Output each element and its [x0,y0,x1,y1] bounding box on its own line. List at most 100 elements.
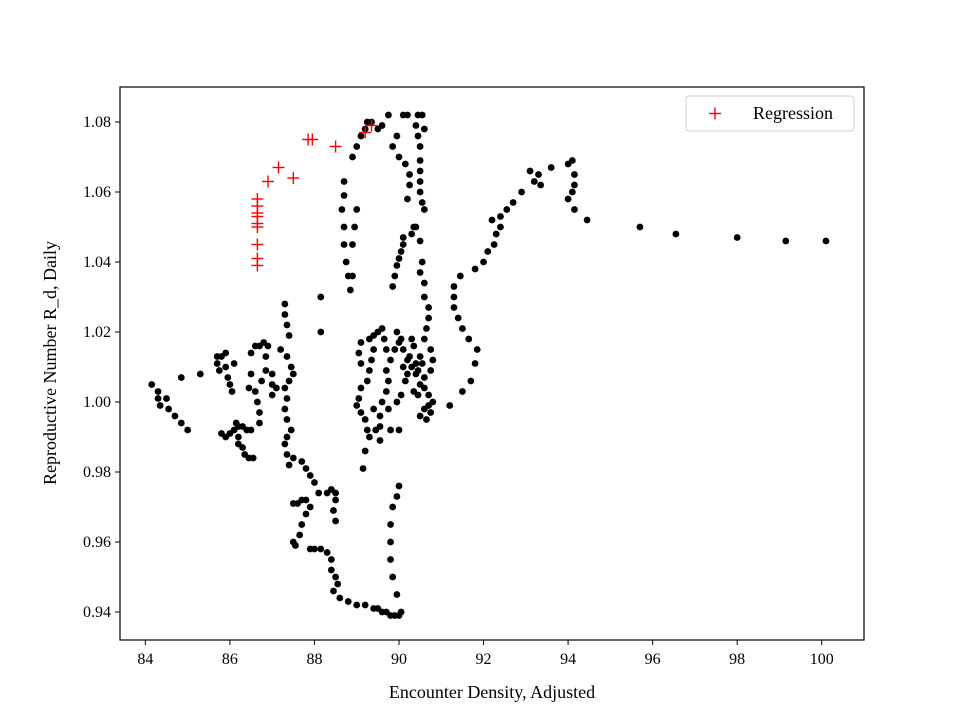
data-point [393,328,401,336]
data-point [256,419,263,427]
y-tick-label: 1.04 [83,254,111,271]
data-point [349,153,356,161]
x-axis: 84 86 88 90 92 94 96 98 100 [137,640,834,668]
legend-entry-regression: Regression [753,103,833,123]
data-point [234,433,242,441]
data-point [327,566,335,574]
data-point [420,206,428,213]
regression-point [251,252,264,265]
data-point [412,360,420,367]
data-point [332,517,339,525]
data-point [332,489,339,497]
data-point [196,370,204,378]
data-point [387,521,394,528]
data-point [459,325,466,332]
data-point [782,237,790,245]
data-point [418,199,426,206]
data-point [547,164,555,171]
data-point [571,181,578,189]
data-point [382,346,390,353]
data-point [399,234,407,241]
data-point [571,171,578,178]
data-point [382,367,390,374]
data-point [389,573,397,581]
legend: Regression [685,95,855,132]
data-point [163,395,170,402]
black-series [148,111,830,619]
data-point [822,237,830,245]
data-point [287,363,295,371]
data-point [376,412,384,420]
data-point [459,388,466,395]
data-point [393,493,401,500]
data-point [636,223,644,231]
data-point [427,367,435,374]
y-tick-label: 1.06 [83,184,111,201]
data-point [385,377,392,385]
data-point [184,426,192,434]
data-point [296,531,304,539]
data-point [530,178,538,185]
data-point [571,206,578,213]
data-point [323,549,331,556]
data-point [165,405,173,413]
data-point [306,472,314,479]
data-point [389,143,397,150]
data-point [357,384,365,392]
data-point [283,395,291,402]
x-tick-label: 92 [476,651,492,668]
data-point [281,300,289,308]
data-point [281,311,289,318]
data-point [420,335,428,343]
data-point [490,241,498,248]
data-point [429,398,437,406]
data-point [277,346,285,353]
regression-point [359,126,372,139]
y-tick-label: 0.98 [83,464,111,481]
x-tick-label: 100 [810,651,834,668]
data-point [281,405,289,413]
data-point [408,230,416,238]
x-tick-label: 98 [729,651,745,668]
data-point [387,538,394,546]
y-tick-label: 1.00 [83,394,111,411]
legend-marker-regression [709,107,721,120]
regression-point [261,175,274,188]
data-point [287,426,295,434]
data-point [423,325,430,332]
data-point [380,335,388,343]
data-point [382,388,390,395]
data-point [285,377,293,385]
data-point [414,111,422,119]
data-point [416,167,424,175]
data-point [376,423,384,430]
plot-frame [119,86,865,641]
data-point [213,360,221,367]
data-point [583,216,591,224]
x-tick-label: 88 [306,651,322,668]
data-point [446,402,454,409]
data-point [404,111,411,119]
x-tick-label: 86 [222,651,238,668]
data-point [399,363,407,371]
data-point [471,360,479,367]
data-point [366,433,373,441]
data-point [420,405,428,413]
data-point [427,409,435,416]
data-point [249,454,257,462]
data-point [391,346,399,353]
data-point [361,447,369,455]
data-point [357,132,365,140]
data-point [148,381,156,388]
data-point [410,388,418,395]
data-point [355,395,363,402]
data-point [387,356,394,364]
data-point [353,601,361,609]
data-point [363,426,371,434]
data-point [408,335,416,343]
data-point [395,255,403,262]
data-point [484,248,492,255]
data-point [283,416,291,423]
data-point [397,248,405,255]
data-point [416,353,424,360]
